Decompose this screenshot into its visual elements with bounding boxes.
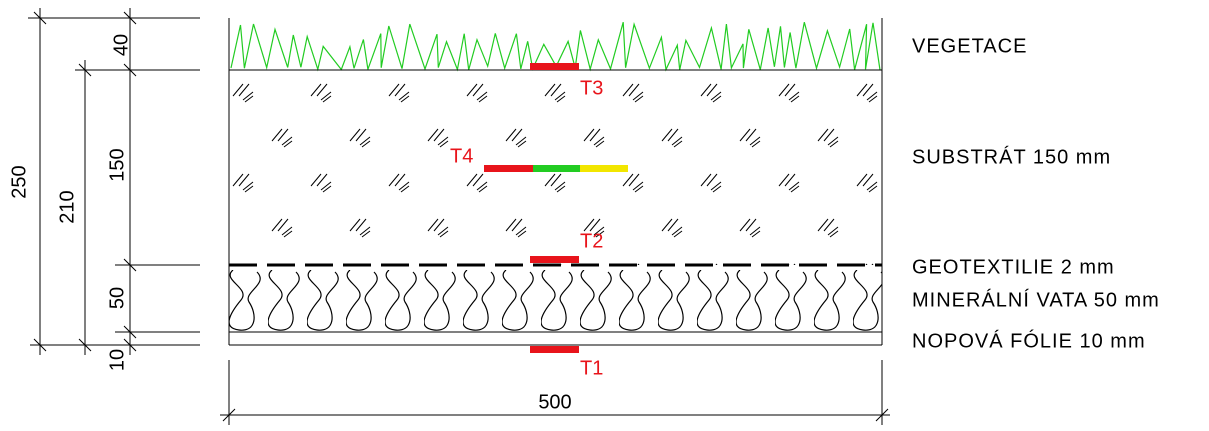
dimension-label: 40 xyxy=(110,34,132,56)
sensor-bar xyxy=(530,63,579,70)
wool-fill xyxy=(229,270,882,332)
dimension-label: 10 xyxy=(106,349,128,371)
layer-label: VEGETACE xyxy=(912,35,1027,57)
sensor-bar xyxy=(530,346,579,353)
sensor-label: T3 xyxy=(580,77,603,99)
sensor-bar xyxy=(484,165,533,172)
layer-label: SUBSTRÁT 150 mm xyxy=(912,145,1111,168)
grass xyxy=(230,22,881,72)
layer-label: GEOTEXTILIE 2 mm xyxy=(912,256,1115,278)
sensor-bar xyxy=(580,165,628,172)
sensor-bar xyxy=(533,165,580,172)
sensor-bar xyxy=(530,256,579,263)
layer-label: NOPOVÁ FÓLIE 10 mm xyxy=(912,329,1146,352)
dimension-lines xyxy=(28,8,890,425)
dimension-label: 210 xyxy=(56,190,78,223)
sensor-label: T1 xyxy=(580,357,603,379)
layer-label: MINERÁLNÍ VATA 50 mm xyxy=(912,288,1160,311)
layers xyxy=(228,18,883,346)
sensor-label: T2 xyxy=(580,230,603,252)
dimension-label: 250 xyxy=(8,165,30,198)
dimension-label: 50 xyxy=(106,287,128,309)
dimension-label: 500 xyxy=(538,391,571,413)
sensors: T1 T2 T3 T4 xyxy=(450,63,628,379)
dimension-label: 150 xyxy=(106,148,128,181)
sensor-label: T4 xyxy=(450,145,473,167)
